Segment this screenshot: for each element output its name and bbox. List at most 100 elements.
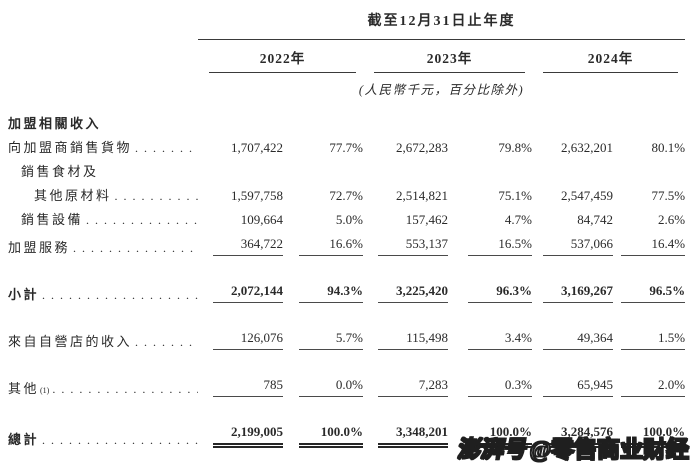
cell-pct-2024: 80.1%: [613, 135, 685, 159]
cell-pct-2024: 2.0%: [613, 353, 686, 400]
cell-amount-2023: 2,514,821: [363, 183, 448, 207]
table-row: 銷售食材及: [4, 159, 685, 183]
header-title-row: 截至12月31日止年度: [4, 8, 686, 40]
currency-note: (人民幣千元，百分比除外): [358, 83, 525, 97]
value-pct-2022: 16.6%: [299, 236, 363, 256]
cell-amount-2023: 7,283: [363, 353, 448, 400]
value-amount-2022: 2,072,144: [213, 283, 283, 303]
row-label-cell: 銷售食材及: [4, 159, 198, 183]
value-pct-2022: 0.0%: [299, 377, 363, 397]
watermark-handle: @零售商业财经: [529, 436, 690, 463]
value-pct-2024: 2.0%: [621, 377, 686, 397]
cell-amount-2022: [198, 159, 283, 183]
row-label-cell: 加盟服務: [4, 231, 198, 259]
dot-leader: [73, 240, 198, 256]
cell-pct-2023: 79.8%: [448, 135, 532, 159]
value-amount-2022: 785: [213, 377, 283, 397]
cell-amount-2024: [532, 159, 613, 183]
value-amount-2022: 364,722: [213, 236, 283, 256]
cell-amount-2023: 115,498: [363, 306, 448, 353]
cell-pct-2024: 96.5%: [613, 259, 686, 306]
cell-pct-2024: [613, 159, 685, 183]
row-label: 向加盟商銷售貨物: [8, 140, 133, 155]
cell-amount-2022: 2,072,144: [198, 259, 283, 306]
value-amount-2023: 115,498: [378, 330, 448, 350]
cell-pct-2024: 100.0%: [613, 400, 686, 451]
value-amount-2023: 3,348,201: [378, 424, 448, 448]
cell-pct-2022: 5.7%: [283, 306, 363, 353]
cell-amount-2022: 364,722: [198, 231, 283, 259]
cell-pct-2023: 0.3%: [448, 353, 532, 400]
cell-pct-2022: 16.6%: [283, 231, 363, 259]
value-amount-2022: 2,199,005: [213, 424, 283, 448]
cell-amount-2024: 65,945: [532, 353, 613, 400]
table-row: 其他(1) 785 0.0% 7,283 0.3% 65,945 2.0%: [4, 353, 686, 400]
value-amount-2024: 3,169,267: [543, 283, 613, 303]
table-row: 總計 2,199,005 100.0% 3,348,201 100.0% 3,284,57…: [4, 400, 686, 451]
cell-pct-2022: 77.7%: [283, 135, 363, 159]
row-label-cell: 向加盟商銷售貨物: [4, 135, 198, 159]
value-amount-2024: 2,632,201: [561, 140, 613, 155]
cell-amount-2024: 2,632,201: [532, 135, 613, 159]
value-pct-2024: 2.6%: [657, 212, 686, 227]
value-amount-2023: 7,283: [378, 377, 448, 397]
cell-amount-2024: 537,066: [532, 231, 613, 259]
cell-amount-2024: 49,364: [532, 306, 613, 353]
cell-pct-2024: 16.4%: [613, 231, 686, 259]
cell-pct-2024: 2.6%: [613, 207, 685, 231]
value-pct-2023: 4.7%: [504, 212, 532, 227]
row-label: 加盟服務: [8, 240, 71, 255]
watermark-prefix: 澎湃号: [455, 436, 530, 463]
value-pct-2024: 77.5%: [651, 188, 686, 203]
value-pct-2023: 79.8%: [498, 140, 532, 155]
value-pct-2023: 16.5%: [468, 236, 532, 256]
row-label-cell: 來自自營店的收入: [4, 306, 198, 353]
header-note-row: (人民幣千元，百分比除外): [4, 73, 685, 100]
value-pct-2022: 5.7%: [299, 330, 363, 350]
cell-pct-2022: 0.0%: [283, 353, 363, 400]
cell-pct-2023: 3.4%: [448, 306, 532, 353]
dot-leader: [135, 140, 198, 156]
value-amount-2022: 109,664: [240, 212, 283, 227]
table-row: 加盟服務 364,722 16.6% 553,137 16.5% 537,066 16.4%: [4, 231, 686, 259]
row-label: 加盟相關收入: [8, 116, 102, 131]
cell-pct-2023: 75.1%: [448, 183, 532, 207]
cell-amount-2022: [198, 100, 283, 135]
cell-amount-2023: 553,137: [363, 231, 448, 259]
cell-amount-2022: 126,076: [198, 306, 283, 353]
value-pct-2024: 96.5%: [621, 283, 686, 303]
cell-pct-2022: 72.7%: [283, 183, 363, 207]
value-pct-2023: 3.4%: [468, 330, 532, 350]
table-row: 加盟相關收入: [4, 100, 685, 135]
cell-pct-2022: 100.0%: [283, 400, 363, 451]
dot-leader: [42, 432, 198, 448]
cell-pct-2022: [283, 100, 363, 135]
row-label: 銷售食材及: [21, 164, 99, 179]
cell-pct-2024: 1.5%: [613, 306, 686, 353]
cell-amount-2024: 3,284,576: [532, 400, 613, 451]
row-label-cell: 加盟相關收入: [4, 100, 198, 135]
cell-pct-2022: [283, 159, 363, 183]
value-pct-2024: 1.5%: [621, 330, 686, 350]
row-label: 其他原材料: [34, 188, 112, 203]
watermark: 澎湃号@零售商业财经: [455, 430, 690, 464]
value-amount-2024: 84,742: [577, 212, 613, 227]
value-pct-2022: 72.7%: [329, 188, 363, 203]
value-pct-2024: 100.0%: [621, 424, 686, 448]
table-row: 小計 2,072,144 94.3% 3,225,420 96.3% 3,169,267 9…: [4, 259, 686, 306]
cell-amount-2023: 2,672,283: [363, 135, 448, 159]
value-amount-2024: 537,066: [543, 236, 613, 256]
cell-amount-2022: 2,199,005: [198, 400, 283, 451]
row-label: 銷售設備: [21, 212, 84, 227]
value-amount-2022: 1,707,422: [231, 140, 283, 155]
value-pct-2022: 77.7%: [329, 140, 363, 155]
cell-pct-2022: 5.0%: [283, 207, 363, 231]
cell-pct-2023: 16.5%: [448, 231, 532, 259]
cell-amount-2022: 109,664: [198, 207, 283, 231]
table-row: 來自自營店的收入 126,076 5.7% 115,498 3.4% 49,364 1.5%: [4, 306, 686, 353]
cell-amount-2023: 3,348,201: [363, 400, 448, 451]
row-label-cell: 其他 (1): [4, 353, 198, 400]
cell-amount-2022: 785: [198, 353, 283, 400]
row-label-cell: 總計: [4, 400, 198, 451]
